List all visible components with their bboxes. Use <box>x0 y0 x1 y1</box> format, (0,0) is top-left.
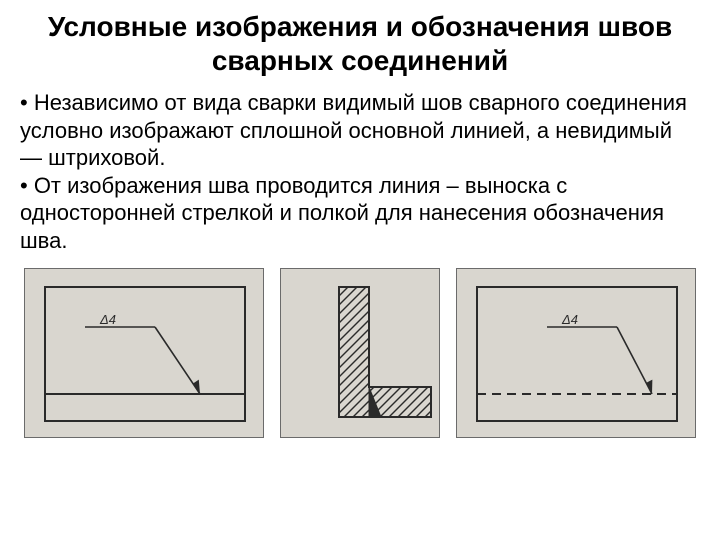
svg-text:Δ4: Δ4 <box>561 312 578 327</box>
bullet-2: • От изображения шва проводится линия – … <box>20 172 700 255</box>
panel-leader-solid: Δ4 <box>24 268 264 438</box>
page-title: Условные изображения и обозначения швов … <box>20 10 700 77</box>
panel-leader-dashed: Δ4 <box>456 268 696 438</box>
diagram-row: Δ4 Δ4 <box>20 268 700 438</box>
bullet-1: • Независимо от вида сварки видимый шов … <box>20 89 700 172</box>
panel-angle-section <box>280 268 440 438</box>
body-text: • Независимо от вида сварки видимый шов … <box>20 89 700 254</box>
svg-text:Δ4: Δ4 <box>99 312 116 327</box>
